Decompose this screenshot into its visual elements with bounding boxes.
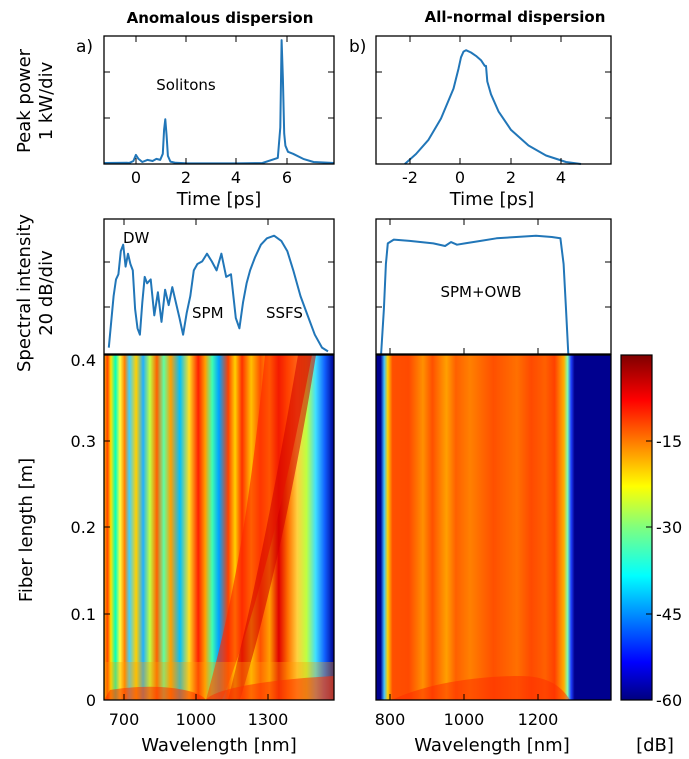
heatmap-a: 0 0.1 0.2 0.3 0.4 700 1000 1300 Waveleng… xyxy=(71,351,334,756)
tick-a-time-4: 4 xyxy=(231,168,241,187)
title-anomalous: Anomalous dispersion xyxy=(127,9,314,27)
ytick-a-map-03: 0.3 xyxy=(71,432,96,451)
colorbar-tick-m60: -60 xyxy=(656,691,682,710)
title-all-normal: All-normal dispersion xyxy=(425,8,606,26)
xtick-b-map-1000: 1000 xyxy=(444,710,485,729)
series-line-a-spectrum xyxy=(109,236,328,352)
panel-label-a: a) xyxy=(76,37,93,57)
xlabel-a-time: Time [ps] xyxy=(176,189,262,210)
plot-a-spectrum: DW SPM SSFS xyxy=(104,219,334,354)
colorbar-unit: [dB] xyxy=(636,735,674,756)
xtick-a-map-700: 700 xyxy=(109,710,140,729)
tick-a-time-2: 2 xyxy=(181,168,191,187)
ytick-a-map-01: 0.1 xyxy=(71,605,96,624)
plot-b-time: -2 0 2 4 Time [ps] xyxy=(376,36,611,210)
heatmap-b: 800 1000 1200 Wavelength [nm] xyxy=(375,355,611,756)
ylabel-peak-power-line2: 1 kW/div xyxy=(36,61,57,140)
ytick-a-map-0: 0 xyxy=(86,691,96,710)
xtick-b-map-800: 800 xyxy=(375,710,406,729)
xlabel-a-map: Wavelength [nm] xyxy=(141,735,297,756)
xtick-b-map-1200: 1200 xyxy=(518,710,559,729)
xlabel-b-time: Time [ps] xyxy=(449,189,535,210)
tick-b-time-4: 4 xyxy=(556,168,566,187)
colorbar-tick-m15: -15 xyxy=(656,432,682,451)
plot-b-spectrum: SPM+OWB xyxy=(376,219,611,354)
xtick-a-map-1300: 1300 xyxy=(248,710,289,729)
annotation-ssfs: SSFS xyxy=(266,304,303,322)
annotation-dw: DW xyxy=(123,229,150,247)
colorbar: -15 -30 -45 -60 [dB] xyxy=(621,355,682,756)
colorbar-tick-m45: -45 xyxy=(656,605,682,624)
tick-b-time-2: 2 xyxy=(506,168,516,187)
plot-a-time: 0 2 4 6 Time [ps] Solitons xyxy=(104,36,334,210)
colorbar-tick-m30: -30 xyxy=(656,518,682,537)
annotation-spm-owb: SPM+OWB xyxy=(440,283,521,301)
tick-b-time-0: 0 xyxy=(455,168,465,187)
frame-a-time xyxy=(104,36,334,164)
xtick-a-map-1000: 1000 xyxy=(176,710,217,729)
tick-b-time-m2: -2 xyxy=(402,168,418,187)
xlabel-b-map: Wavelength [nm] xyxy=(414,735,570,756)
panel-label-b: b) xyxy=(349,37,366,57)
ylabel-spectral-line2: 20 dB/div xyxy=(36,250,57,336)
ylabel-fiber-length: Fiber length [m] xyxy=(16,458,37,602)
series-line-b-time xyxy=(405,50,581,164)
series-line-a-time xyxy=(104,40,334,163)
annotation-solitons: Solitons xyxy=(156,76,216,94)
ytick-a-map-04: 0.4 xyxy=(71,351,96,370)
ylabel-peak-power-line1: Peak power xyxy=(14,48,35,153)
heatmap-b-field xyxy=(376,355,611,700)
annotation-spm: SPM xyxy=(192,304,224,322)
ylabel-spectral-line1: Spectral intensity xyxy=(14,214,35,372)
ytick-a-map-02: 0.2 xyxy=(71,518,96,537)
ticks-a-time xyxy=(104,36,334,164)
tick-a-time-6: 6 xyxy=(282,168,292,187)
tick-a-time-0: 0 xyxy=(131,168,141,187)
